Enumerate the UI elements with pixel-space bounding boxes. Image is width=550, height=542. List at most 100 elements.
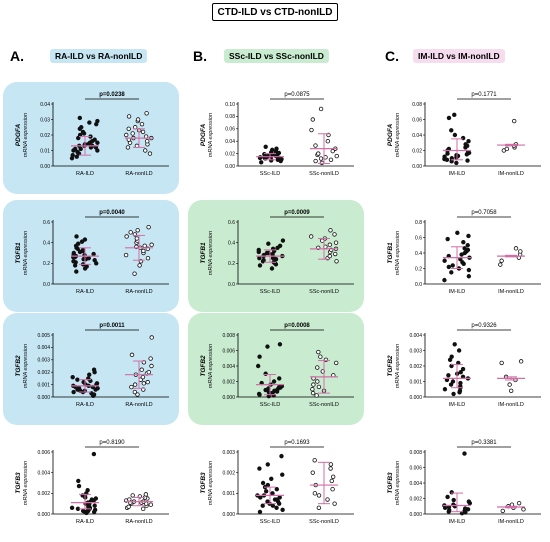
data-point-ild: [274, 487, 280, 492]
y-tick-label: 0.001: [222, 491, 235, 497]
data-point-ild: [442, 154, 447, 159]
x-category-label: RA-ILD: [76, 171, 94, 177]
x-category-label: SSc-ILD: [260, 402, 281, 408]
data-point-ild: [454, 160, 459, 166]
data-point-nonild: [142, 243, 147, 248]
y-axis-gene-label: PDGFA: [200, 124, 207, 147]
y-tick-label: 0.000: [37, 512, 50, 518]
data-point-nonild: [132, 271, 137, 276]
y-axis-unit-label: mRNA expression: [23, 231, 29, 275]
x-category-label: SSc-nonILD: [309, 402, 339, 408]
y-tick-label: 0.004: [37, 345, 50, 351]
column-letter-a: A.: [10, 48, 24, 64]
data-point-nonild: [518, 249, 523, 254]
data-point-ild: [70, 374, 75, 380]
main-title: CTD-ILD vs CTD-nonILD: [212, 3, 338, 21]
data-point-ild: [277, 376, 282, 381]
y-tick-label: 0.0: [43, 282, 50, 288]
data-point-ild: [452, 132, 458, 138]
data-point-nonild: [316, 505, 322, 510]
y-axis-unit-label: mRNA expression: [208, 231, 214, 275]
data-point-ild: [257, 466, 262, 471]
column-title-ra: RA-ILD vs RA-nonILD: [50, 49, 148, 63]
data-point-ild: [75, 149, 80, 155]
data-point-nonild: [315, 365, 320, 370]
data-point-ild: [74, 154, 79, 159]
scatter-plot-ra-ild-tgfb3: TGFB3 mRNA expression 0.000 0.002 0.004 0.006…: [15, 440, 169, 525]
x-category-label: SSc-nonILD: [309, 171, 339, 177]
data-point-ild: [277, 495, 282, 500]
data-point-ild: [92, 503, 97, 508]
data-point-nonild: [329, 478, 334, 484]
panel-background: [3, 313, 179, 425]
data-point-nonild: [126, 114, 132, 119]
data-point-ild: [446, 264, 452, 270]
data-point-nonild: [143, 148, 148, 153]
x-category-label: IM-ILD: [449, 171, 466, 177]
data-point-ild: [260, 503, 265, 508]
data-point-ild: [448, 382, 454, 387]
y-tick-label: 0.08: [225, 114, 235, 120]
y-tick-label: 0.0: [415, 282, 422, 288]
data-point-ild: [71, 389, 76, 395]
scatter-plot-im-ild-tgfb2: TGFB2 mRNA expression 0.000 0.001 0.002 0.003…: [387, 323, 541, 408]
data-point-ild: [270, 491, 275, 496]
y-tick-label: 0.02: [412, 148, 422, 154]
scatter-plot-ra-ild-pdgfa: PDGFA mRNA expression 0.00 0.01 0.02 0.03 0.04…: [15, 92, 169, 177]
y-tick-label: 0.003: [222, 450, 235, 456]
data-point-ild: [280, 472, 285, 477]
p-value-label: p=0.0011: [99, 323, 125, 329]
data-point-nonild: [148, 502, 154, 507]
y-axis-unit-label: mRNA expression: [208, 113, 214, 157]
y-tick-label: 0.002: [409, 364, 422, 370]
data-point-ild: [462, 451, 467, 456]
data-point-nonild: [313, 158, 318, 164]
data-point-ild: [76, 135, 81, 141]
y-tick-label: 0.4: [415, 251, 422, 257]
data-point-nonild: [123, 252, 129, 258]
data-point-ild: [91, 251, 96, 257]
y-tick-label: 0.008: [409, 450, 422, 456]
y-tick-label: 0.8: [415, 220, 422, 226]
data-point-nonild: [145, 139, 150, 144]
y-tick-label: 0.000: [222, 395, 235, 401]
data-point-nonild: [135, 228, 140, 233]
data-point-nonild: [310, 387, 315, 392]
data-point-nonild: [126, 504, 131, 509]
data-point-ild: [72, 146, 78, 152]
y-axis-gene-label: TGFB3: [200, 472, 207, 494]
y-tick-label: 0.008: [222, 333, 235, 339]
y-tick-label: 0.000: [222, 512, 235, 518]
y-tick-label: 0.004: [37, 470, 50, 476]
data-point-ild: [466, 499, 472, 504]
p-value-label: p=0.0009: [284, 210, 310, 216]
data-point-ild: [259, 160, 264, 165]
data-point-ild: [260, 480, 266, 486]
y-axis-unit-label: mRNA expression: [208, 344, 214, 388]
data-point-nonild: [149, 242, 154, 247]
data-point-nonild: [310, 470, 315, 475]
y-tick-label: 0.004: [409, 333, 422, 339]
data-point-nonild: [318, 106, 324, 112]
y-tick-label: 0.000: [409, 395, 422, 401]
y-tick-label: 0.6: [415, 235, 422, 241]
y-axis-unit-label: mRNA expression: [23, 461, 29, 505]
y-tick-label: 0.4: [228, 240, 235, 246]
data-point-nonild: [508, 388, 514, 393]
data-point-ild: [257, 509, 263, 515]
data-point-nonild: [143, 492, 149, 497]
data-point-ild: [92, 258, 97, 263]
y-tick-label: 0.06: [225, 127, 235, 133]
data-point-nonild: [318, 354, 323, 359]
data-point-ild: [460, 366, 466, 372]
y-tick-label: 0.002: [37, 491, 50, 497]
data-point-nonild: [308, 234, 314, 239]
data-point-ild: [89, 497, 95, 502]
data-point-nonild: [316, 349, 321, 355]
data-point-nonild: [328, 157, 334, 162]
data-point-nonild: [325, 139, 331, 144]
x-category-label: IM-ILD: [449, 402, 466, 408]
data-point-ild: [280, 238, 286, 243]
data-point-ild: [446, 115, 452, 121]
data-point-ild: [465, 243, 470, 248]
